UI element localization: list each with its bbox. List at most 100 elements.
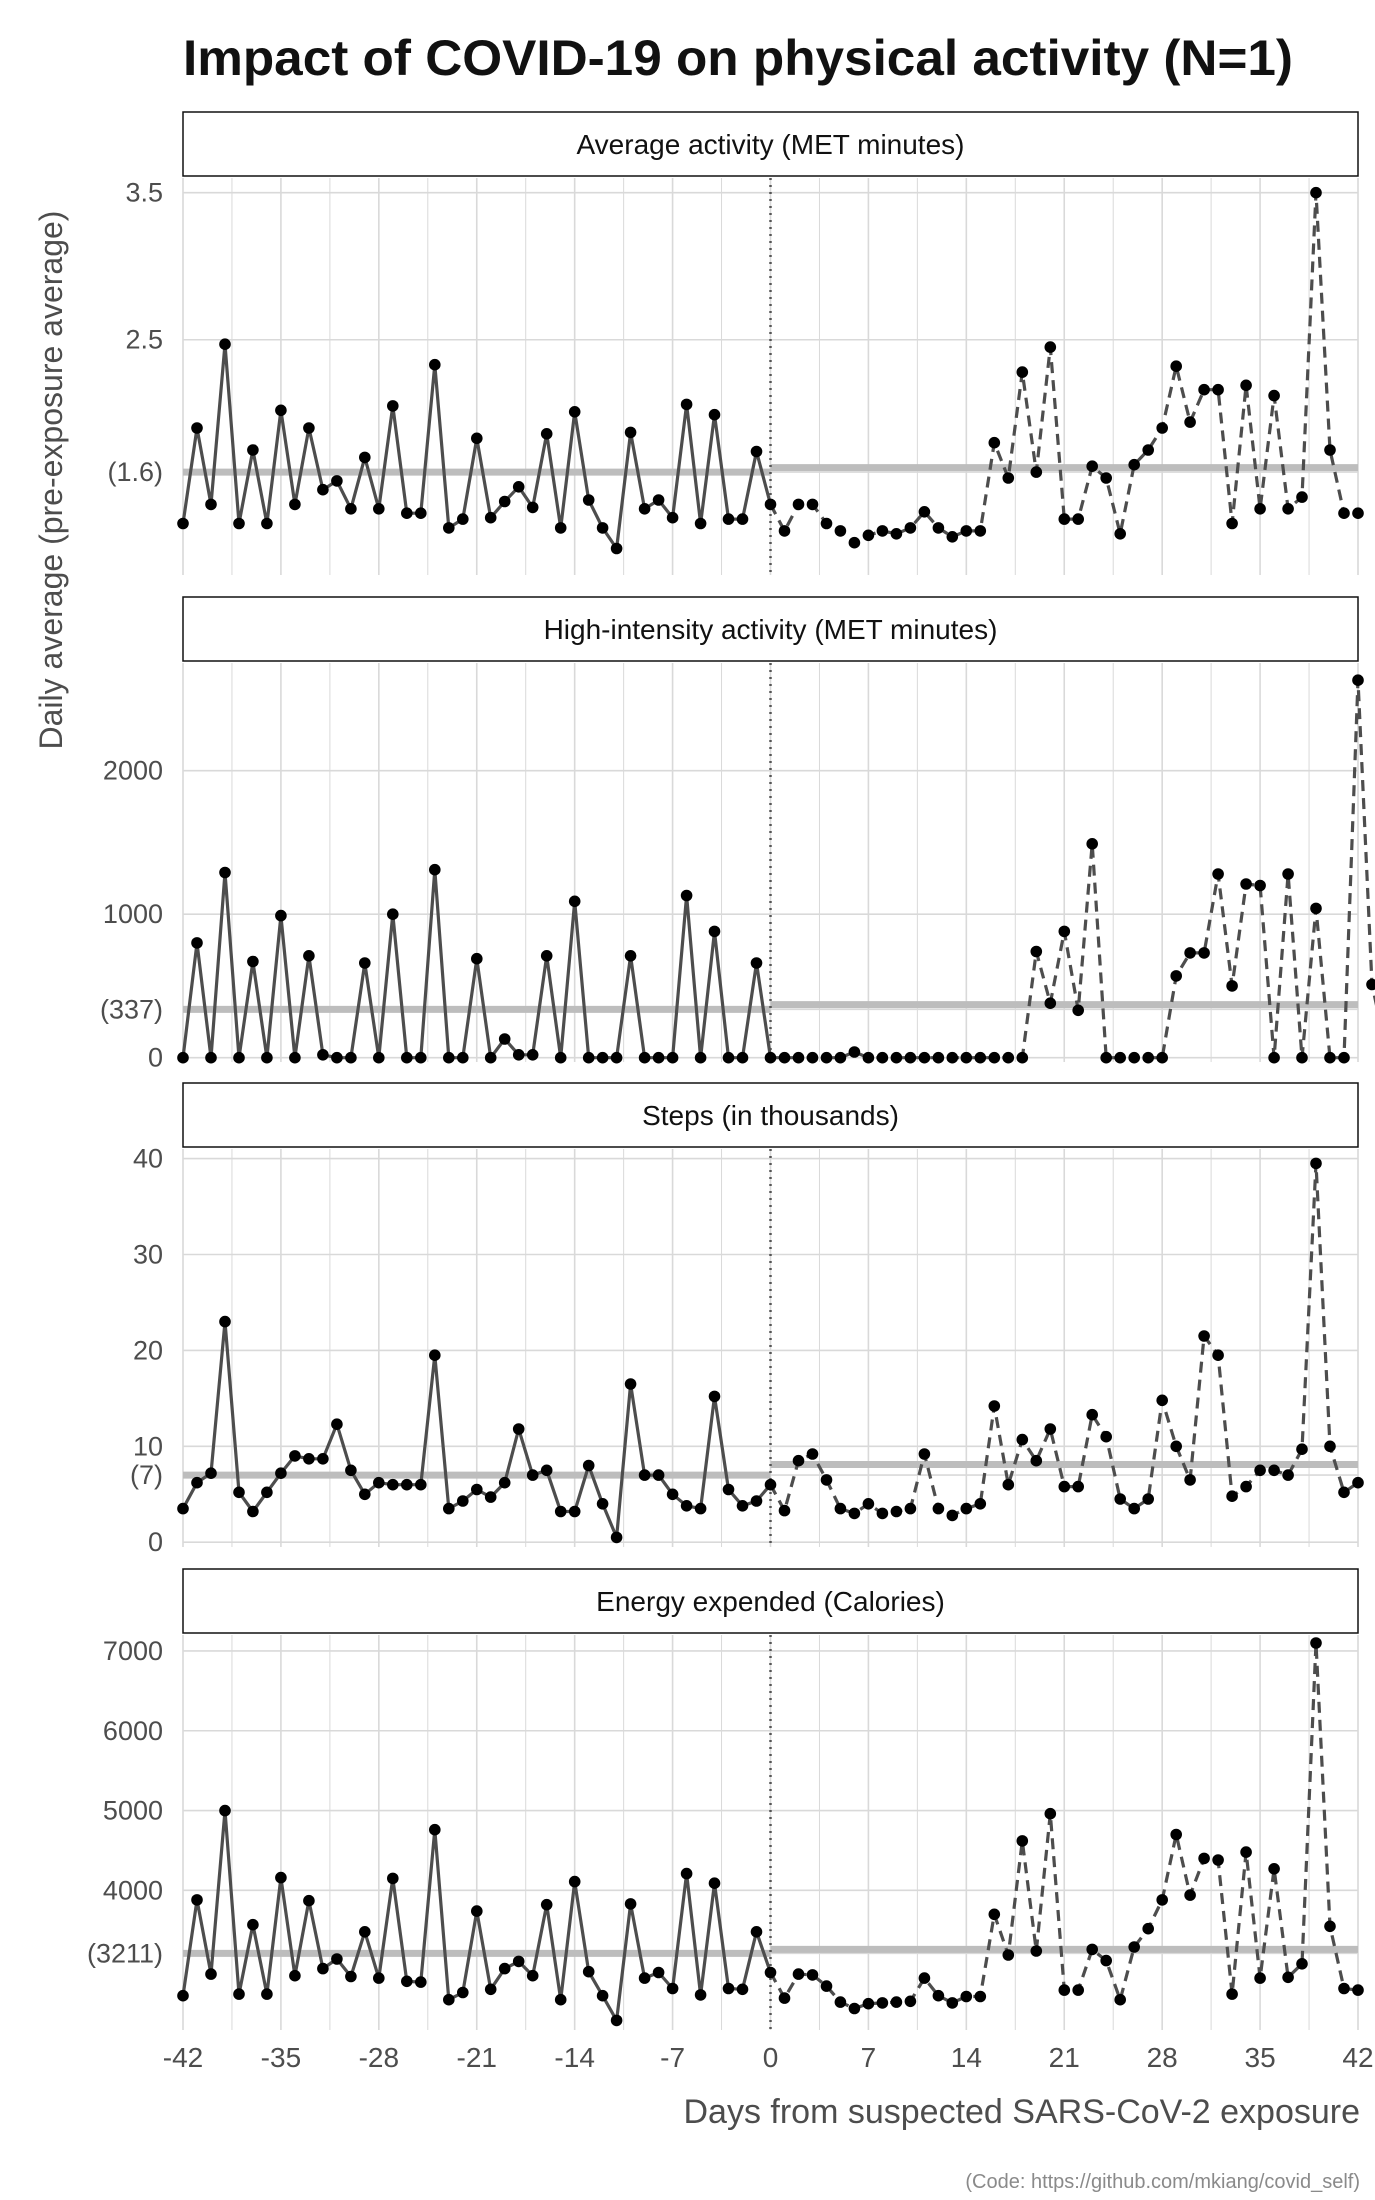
data-point	[1058, 925, 1071, 938]
data-point	[1184, 1474, 1196, 1486]
data-point	[317, 1962, 329, 1975]
data-point	[540, 1898, 553, 1911]
data-point	[694, 1502, 707, 1515]
data-point	[512, 1423, 525, 1435]
data-point	[960, 1502, 973, 1515]
data-point	[1184, 947, 1196, 959]
x-tick-label: 7	[861, 2042, 877, 2073]
data-point	[303, 950, 315, 962]
data-point	[247, 444, 259, 456]
data-point	[792, 1968, 805, 1980]
data-point	[568, 1505, 581, 1518]
data-point	[1240, 1480, 1252, 1493]
data-point	[694, 1051, 707, 1064]
data-point	[1044, 997, 1057, 1009]
data-point	[526, 1969, 539, 1982]
data-point	[820, 1474, 833, 1486]
data-point	[1002, 1051, 1015, 1064]
data-point	[1170, 1440, 1182, 1453]
data-point	[1156, 1894, 1168, 1906]
data-point	[1114, 1993, 1126, 2006]
data-point	[1156, 422, 1168, 434]
data-point	[415, 1051, 427, 1064]
data-point	[1086, 1408, 1098, 1421]
data-point	[359, 1488, 371, 1501]
data-point	[960, 525, 973, 537]
data-point	[862, 1997, 875, 2010]
data-point	[834, 1051, 847, 1064]
data-point	[736, 1051, 749, 1064]
y-tick-label: 5000	[103, 1796, 163, 1826]
data-point	[708, 925, 721, 938]
data-point	[219, 338, 231, 351]
data-point	[806, 498, 819, 511]
data-point	[484, 1051, 497, 1064]
y-tick-label: 4000	[103, 1875, 163, 1905]
data-point	[1352, 1984, 1364, 1996]
y-tick-label: 30	[133, 1239, 163, 1269]
data-point	[1128, 1941, 1140, 1953]
data-point	[708, 408, 721, 421]
data-point	[1282, 1971, 1294, 1984]
data-point	[806, 1969, 819, 1981]
x-tick-label: -28	[359, 2042, 399, 2073]
facet-panels: Average activity (MET minutes) 3.5 2.5 (1.6…	[87, 111, 1375, 2030]
data-point	[429, 1823, 441, 1836]
data-point	[303, 1453, 315, 1465]
data-point	[1310, 902, 1322, 915]
data-point	[932, 1051, 945, 1064]
data-point	[498, 1962, 511, 1975]
data-point	[512, 1049, 525, 1061]
data-point	[680, 1867, 693, 1880]
panel-title: Steps (in thousands)	[642, 1100, 899, 1131]
data-point	[974, 525, 987, 537]
data-point	[275, 404, 287, 417]
data-point	[596, 1498, 609, 1510]
data-point	[317, 1453, 329, 1465]
data-point	[540, 1464, 553, 1477]
caption: (Code: https://github.com/mkiang/covid_s…	[965, 2171, 1360, 2193]
data-point	[443, 1502, 455, 1515]
y-tick-label: 2.5	[125, 325, 163, 355]
data-point	[1128, 1051, 1140, 1064]
data-point	[890, 1051, 903, 1064]
data-point	[526, 501, 539, 514]
data-point	[1226, 980, 1238, 992]
data-point	[610, 1051, 623, 1064]
data-point	[177, 517, 189, 530]
data-point	[233, 1988, 245, 2000]
data-point	[596, 1051, 609, 1064]
data-point	[890, 528, 903, 540]
panel-steps-in-thousands: Steps (in thousands) 40 30 20 10(7) 0	[130, 1082, 1364, 1557]
data-point	[764, 498, 777, 511]
data-point	[932, 1989, 945, 2002]
data-point	[415, 1478, 427, 1491]
data-point	[610, 1531, 623, 1544]
data-point	[778, 1051, 791, 1064]
data-point	[1030, 1945, 1043, 1957]
data-point	[820, 1051, 833, 1064]
data-point	[988, 436, 1001, 449]
data-point	[191, 1894, 203, 1906]
data-point	[387, 400, 399, 412]
data-point	[1268, 1863, 1280, 1875]
data-point	[457, 513, 469, 525]
data-point	[1002, 1949, 1015, 1961]
data-point	[1086, 460, 1098, 473]
data-point	[932, 1502, 945, 1515]
strip-box	[182, 111, 1359, 177]
data-point	[1296, 1051, 1308, 1064]
data-point	[1170, 1828, 1182, 1841]
data-point	[1072, 1984, 1084, 1996]
data-point	[373, 1051, 385, 1064]
x-axis-title: Days from suspected SARS-CoV-2 exposure	[683, 2093, 1360, 2131]
data-point	[904, 1502, 917, 1515]
data-point	[1212, 383, 1224, 396]
data-point	[1142, 1922, 1154, 1935]
data-point	[1212, 868, 1224, 880]
panel-high-intensity-activity-met-minutes: High-intensity activity (MET minutes) 200…	[100, 596, 1375, 1073]
data-point	[1240, 379, 1252, 392]
data-point	[1114, 1493, 1126, 1505]
data-point	[1268, 389, 1280, 402]
data-point	[848, 536, 861, 549]
